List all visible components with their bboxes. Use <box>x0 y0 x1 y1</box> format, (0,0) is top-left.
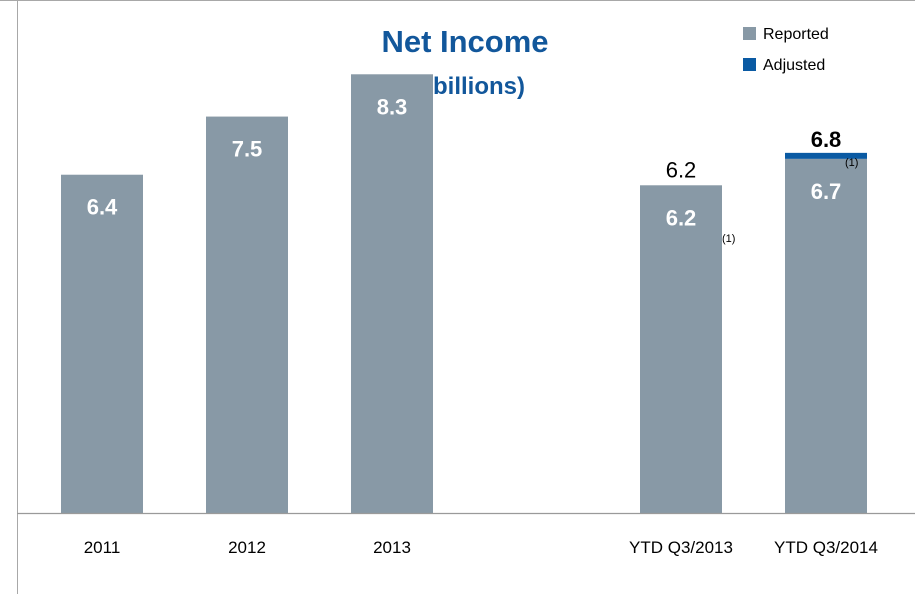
bar-label-reported-2012: 7.5 <box>232 137 263 162</box>
x-tick-label-2012: 2012 <box>228 538 266 557</box>
x-tick-label-2013: 2013 <box>373 538 411 557</box>
bar-reported-ytd-q3-2013 <box>640 185 722 514</box>
bar-label-reported-2013: 8.3 <box>377 94 408 119</box>
bar-label-reported-ytd-q3-2013: 6.2 <box>666 205 697 230</box>
bar-reported-2013 <box>351 74 433 514</box>
footnote-mark-ytd2014: (1) <box>845 157 858 169</box>
bars-layer: 6.4 7.5 8.3 6.2 6.2 6.7 6.8 <box>61 74 867 514</box>
legend-swatch-reported <box>743 27 756 40</box>
bar-reported-ytd-q3-2014 <box>785 158 867 513</box>
footnote-mark-ytd2013: (1) <box>722 233 735 245</box>
legend-label-adjusted: Adjusted <box>763 57 825 74</box>
bar-reported-2011 <box>61 174 143 513</box>
legend-label-reported: Reported <box>763 26 829 43</box>
bar-label-reported-ytd-q3-2014: 6.7 <box>811 179 842 204</box>
bar-adjusted-ytd-q3-2014 <box>785 152 867 159</box>
chart-title: Net Income <box>381 24 548 59</box>
legend-swatch-adjusted <box>743 58 756 71</box>
bar-label-adjusted-ytd-q3-2013: 6.2 <box>666 157 697 182</box>
x-tick-label-2011: 2011 <box>84 538 121 557</box>
legend: Reported Adjusted <box>743 26 829 74</box>
x-tick-label-ytd-q3-2014: YTD Q3/2014 <box>774 538 878 557</box>
x-axis-tick-labels: 2011 2012 2013 YTD Q3/2013 YTD Q3/2014 <box>84 538 878 557</box>
bar-label-adjusted-ytd-q3-2014: 6.8 <box>811 127 842 152</box>
bar-reported-2012 <box>206 116 288 514</box>
x-tick-label-ytd-q3-2013: YTD Q3/2013 <box>629 538 733 557</box>
bar-label-reported-2011: 6.4 <box>87 195 118 220</box>
